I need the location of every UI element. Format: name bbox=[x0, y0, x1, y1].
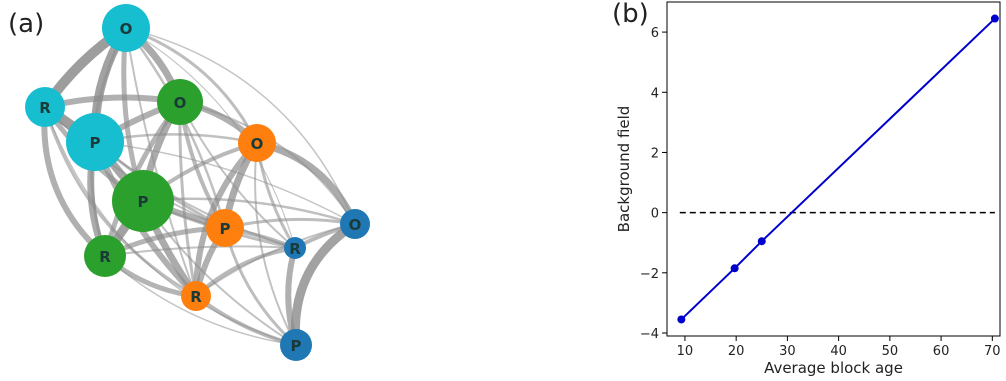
y-axis-label: Background field bbox=[615, 106, 633, 233]
node-label: P bbox=[90, 134, 101, 152]
x-tick-label: 20 bbox=[728, 344, 745, 359]
node-label: R bbox=[289, 240, 301, 258]
panel-a-label: (a) bbox=[8, 9, 44, 39]
network-edge bbox=[290, 219, 360, 350]
x-tick-label: 60 bbox=[933, 344, 950, 359]
network-node-g-R: R bbox=[84, 235, 126, 277]
node-label: R bbox=[190, 288, 202, 306]
node-label: R bbox=[99, 248, 111, 266]
node-circle bbox=[66, 113, 124, 171]
node-label: O bbox=[349, 216, 362, 234]
series-points bbox=[677, 14, 999, 324]
node-label: P bbox=[220, 220, 231, 238]
network-node-b-R: R bbox=[284, 237, 306, 259]
node-circle bbox=[102, 4, 150, 52]
x-tick-label: 70 bbox=[984, 344, 1001, 359]
node-circle bbox=[157, 79, 203, 125]
x-tick-label: 50 bbox=[882, 344, 899, 359]
network-edge bbox=[94, 141, 356, 225]
y-tick-label: 0 bbox=[651, 207, 659, 222]
x-axis-label: Average block age bbox=[764, 359, 903, 377]
node-circle bbox=[284, 237, 306, 259]
network-node-c-R: R bbox=[25, 87, 65, 127]
network-edge bbox=[194, 294, 298, 347]
series-line bbox=[680, 17, 996, 321]
network-node-o-P: P bbox=[206, 209, 244, 247]
y-tick-label: 2 bbox=[651, 146, 659, 161]
network-node-o-O: O bbox=[238, 124, 276, 162]
node-circle bbox=[112, 170, 174, 232]
node-circle bbox=[181, 281, 211, 311]
node-circle bbox=[206, 209, 244, 247]
network-edge bbox=[125, 27, 356, 225]
x-tick-label: 30 bbox=[779, 344, 796, 359]
node-label: O bbox=[251, 135, 264, 153]
series-point bbox=[990, 14, 999, 23]
node-label: P bbox=[138, 193, 149, 211]
node-label: R bbox=[39, 99, 51, 117]
node-label: O bbox=[174, 94, 187, 112]
node-circle bbox=[280, 329, 312, 361]
node-circle bbox=[25, 87, 65, 127]
series-point bbox=[677, 315, 686, 324]
y-tick-label: −4 bbox=[640, 327, 659, 342]
network-node-c-O: O bbox=[102, 4, 150, 52]
network-edge bbox=[43, 105, 198, 298]
y-tick-label: −2 bbox=[640, 267, 659, 282]
network-node-b-P: P bbox=[280, 329, 312, 361]
x-tick-label: 10 bbox=[677, 344, 694, 359]
node-circle bbox=[238, 124, 276, 162]
series-point bbox=[757, 237, 766, 246]
line-plot: 10 20 30 40 50 60 70 −4 −2 0 2 4 6 Average block ag… bbox=[615, 1, 1001, 377]
network-node-g-P: P bbox=[112, 170, 174, 232]
node-label: P bbox=[291, 337, 302, 355]
y-tick-label: 4 bbox=[651, 86, 659, 101]
panel-b-label: (b) bbox=[612, 0, 649, 29]
x-axis-ticks: 10 20 30 40 50 60 70 bbox=[677, 336, 1001, 359]
network-node-g-O: O bbox=[157, 79, 203, 125]
network-edge bbox=[192, 140, 260, 299]
node-label: O bbox=[120, 20, 133, 38]
x-tick-label: 40 bbox=[830, 344, 847, 359]
node-circle bbox=[84, 235, 126, 277]
network-edge bbox=[223, 217, 357, 230]
network-node-o-R: R bbox=[181, 281, 211, 311]
network-node-c-P: P bbox=[66, 113, 124, 171]
y-tick-label: 6 bbox=[651, 26, 659, 41]
node-circle bbox=[340, 209, 370, 239]
network-edge bbox=[254, 142, 297, 346]
plot-frame bbox=[666, 1, 1001, 337]
series-point bbox=[730, 264, 739, 273]
y-axis-ticks: −4 −2 0 2 4 6 bbox=[640, 26, 667, 342]
network-node-b-O: O bbox=[340, 209, 370, 239]
network-nodes: O R P O P R O P R O R P bbox=[25, 4, 370, 361]
network-edge bbox=[104, 255, 297, 346]
